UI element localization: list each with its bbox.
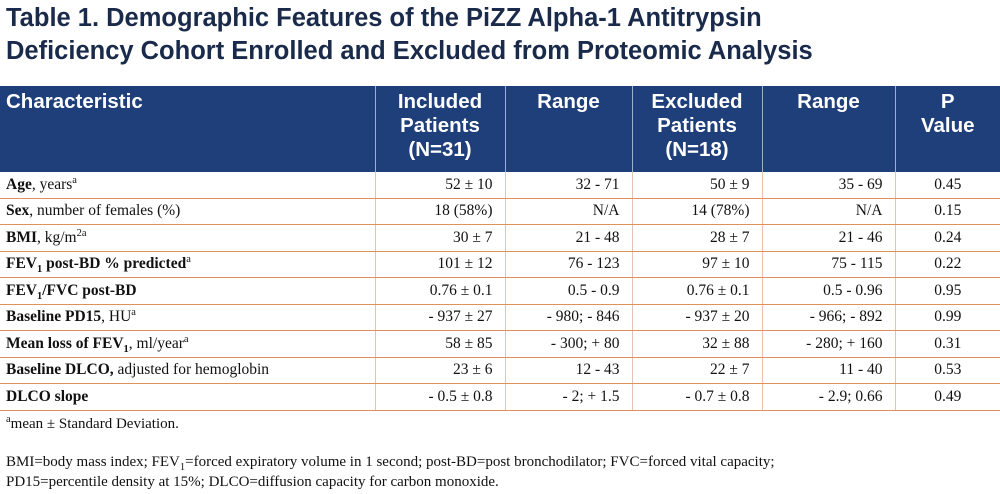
row-included-range: - 980; - 846	[504, 304, 632, 331]
table-row: Mean loss of FEV1, ml/yeara 58 ± 85- 300;…	[0, 330, 1000, 358]
row-included-range: 12 - 43	[504, 357, 632, 384]
row-excluded-range: - 280; + 160	[761, 330, 895, 358]
table-row: BMI, kg/m2a 30 ± 7 21 - 48 28 ± 7 21 - 46 0.2…	[0, 224, 1000, 252]
row-characteristic: FEV1 post-BD % predicteda	[0, 251, 375, 278]
row-included-value: 0.76 ± 0.1	[374, 277, 505, 305]
table-row: Sex, number of females (%) 18 (58%) N/A 14 …	[0, 198, 1000, 225]
header-excluded-patients: Excluded Patients (N=18)	[631, 86, 762, 172]
row-characteristic: Sex, number of females (%)	[0, 198, 375, 225]
row-excluded-range: N/A	[761, 198, 895, 225]
row-excluded-value: 50 ± 9	[631, 172, 762, 199]
row-excluded-range: - 2.9; 0.66	[761, 383, 895, 411]
row-p-value: 0.15	[894, 198, 1000, 225]
footnote-mark: a	[6, 414, 11, 425]
row-excluded-range: 75 - 115	[761, 251, 895, 278]
row-included-range: 21 - 48	[504, 224, 632, 252]
footnote-mean-sd-text: mean ± Standard Deviation.	[10, 416, 179, 432]
row-characteristic: Baseline PD15, HUa	[0, 304, 375, 331]
row-excluded-value: 0.76 ± 0.1	[631, 277, 762, 305]
table-row: DLCO slope - 0.5 ± 0.8- 2; + 1.5- 0.7 ± 0…	[0, 383, 1000, 411]
header-characteristic: Characteristic	[0, 86, 375, 172]
row-characteristic: Mean loss of FEV1, ml/yeara	[0, 330, 375, 358]
row-excluded-range: 21 - 46	[761, 224, 895, 252]
table-title-line-2: Deficiency Cohort Enrolled and Excluded …	[6, 37, 813, 65]
row-included-range: 76 - 123	[504, 251, 632, 278]
row-included-value: 18 (58%)	[374, 198, 505, 225]
table-row: Baseline DLCO, adjusted for hemoglobin 23…	[0, 357, 1000, 384]
row-excluded-value: 22 ± 7	[631, 357, 762, 384]
row-included-range: 0.5 - 0.9	[504, 277, 632, 305]
row-p-value: 0.31	[894, 330, 1000, 358]
row-characteristic: Age, yearsa	[0, 172, 375, 199]
footnote-abbreviations-line-2: PD15=percentile density at 15%; DLCO=dif…	[6, 474, 499, 490]
header-included-range: Range	[504, 86, 632, 172]
row-included-value: 30 ± 7	[374, 224, 505, 252]
row-excluded-value: - 937 ± 20	[631, 304, 762, 331]
row-p-value: 0.95	[894, 277, 1000, 305]
table-title: Table 1. Demographic Features of the PiZ…	[6, 2, 996, 68]
row-excluded-value: 14 (78%)	[631, 198, 762, 225]
row-p-value: 0.22	[894, 251, 1000, 278]
row-excluded-range: - 966; - 892	[761, 304, 895, 331]
table-row: FEV1 post-BD % predicteda 101 ± 12 76 - 12…	[0, 251, 1000, 278]
footnote-abbreviations-line-1: BMI=body mass index; FEV1=forced expirat…	[6, 454, 775, 473]
header-row: Characteristic Included Patients (N=31) …	[0, 86, 1000, 172]
footnote-abbreviations: BMI=body mass index; FEV1=forced expirat…	[6, 452, 996, 492]
table-title-line-1: Table 1. Demographic Features of the PiZ…	[6, 4, 762, 32]
row-included-value: 101 ± 12	[374, 251, 505, 278]
row-excluded-value: 32 ± 88	[631, 330, 762, 358]
row-excluded-range: 0.5 - 0.96	[761, 277, 895, 305]
demographics-table: Characteristic Included Patients (N=31) …	[0, 86, 1000, 411]
table-row: FEV1/FVC post-BD 0.76 ± 0.1 0.5 - 0.9 0.76 …	[0, 277, 1000, 305]
row-p-value: 0.45	[894, 172, 1000, 199]
row-excluded-value: 28 ± 7	[631, 224, 762, 252]
header-included-patients: Included Patients (N=31)	[374, 86, 505, 172]
row-characteristic: Baseline DLCO, adjusted for hemoglobin	[0, 357, 375, 384]
footnote-mean-sd: amean ± Standard Deviation.	[6, 414, 179, 433]
row-included-range: N/A	[504, 198, 632, 225]
table-row: Baseline PD15, HUa - 937 ± 27- 980; - 846…	[0, 304, 1000, 331]
table-row: Age, yearsa 52 ± 10 32 - 71 50 ± 9 35 - 69 0.…	[0, 172, 1000, 199]
header-excluded-range: Range	[761, 86, 895, 172]
row-p-value: 0.24	[894, 224, 1000, 252]
row-excluded-range: 11 - 40	[761, 357, 895, 384]
row-included-value: - 937 ± 27	[374, 304, 505, 331]
row-p-value: 0.53	[894, 357, 1000, 384]
row-included-range: 32 - 71	[504, 172, 632, 199]
row-included-range: - 300; + 80	[504, 330, 632, 358]
row-characteristic: DLCO slope	[0, 383, 375, 411]
row-included-value: 23 ± 6	[374, 357, 505, 384]
row-characteristic: FEV1/FVC post-BD	[0, 277, 375, 305]
row-p-value: 0.99	[894, 304, 1000, 331]
row-included-value: 52 ± 10	[374, 172, 505, 199]
row-excluded-value: 97 ± 10	[631, 251, 762, 278]
row-included-value: 58 ± 85	[374, 330, 505, 358]
row-included-value: - 0.5 ± 0.8	[374, 383, 505, 411]
row-excluded-value: - 0.7 ± 0.8	[631, 383, 762, 411]
row-characteristic: BMI, kg/m2a	[0, 224, 375, 252]
row-included-range: - 2; + 1.5	[504, 383, 632, 411]
header-p-value: P Value	[894, 86, 1000, 172]
row-p-value: 0.49	[894, 383, 1000, 411]
row-excluded-range: 35 - 69	[761, 172, 895, 199]
